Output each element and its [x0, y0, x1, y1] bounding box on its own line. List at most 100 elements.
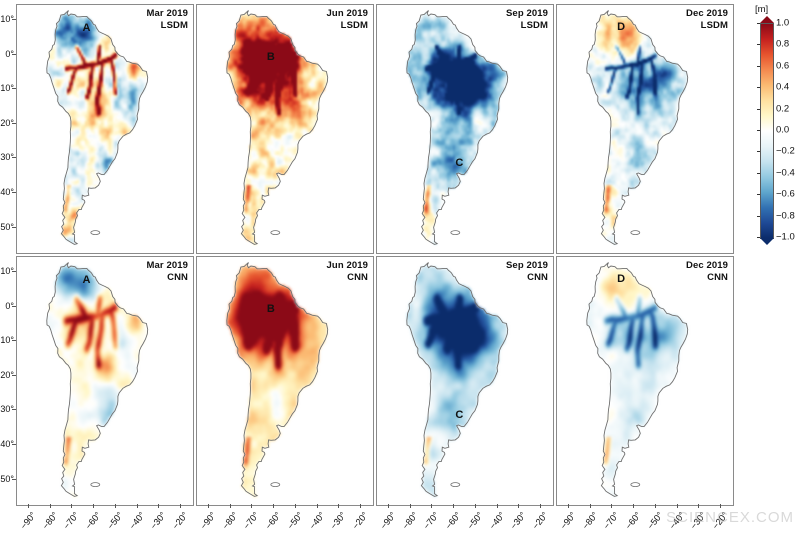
anomaly-raster — [197, 5, 371, 251]
colorbar-tickmark — [757, 65, 760, 67]
anomaly-raster — [377, 257, 551, 503]
panel-annotation-letter: A — [82, 274, 91, 287]
y-axis-tick-label: 0° — [5, 48, 14, 59]
coastline-overlay — [226, 262, 329, 497]
x-axis-tickmark — [360, 504, 362, 508]
anomaly-raster — [197, 257, 371, 503]
panel-title: Sep 2019 LSDM — [506, 8, 548, 31]
colorbar: [m] 1.0 0.8 0.6 0.4 0.2 0.0 −0.2 −0.4 −0.6 −0.8 −1… — [755, 4, 800, 254]
panel-date-label: Jun 2019 — [326, 8, 368, 19]
panel-title: Sep 2019 CNN — [506, 260, 548, 283]
panel-annotation-letter: D — [617, 272, 626, 285]
y-axis-tickmark — [12, 305, 16, 307]
y-axis-tick-label: −40° — [0, 187, 14, 198]
y-axis-tick-label: −10° — [0, 83, 14, 94]
y-axis-tick-label: −20° — [0, 117, 14, 128]
colorbar-bottom-arrow — [760, 238, 774, 245]
south-america-coastline — [226, 10, 329, 245]
panel-model-label: LSDM — [520, 19, 548, 31]
panel-model-label: LSDM — [340, 19, 368, 31]
x-axis-tickmark — [474, 504, 476, 508]
y-axis-tick-label: −40° — [0, 439, 14, 450]
panel-annotation-letter: B — [266, 303, 275, 316]
y-axis-tickmark — [12, 122, 16, 124]
panel-date-label: Dec 2019 — [685, 8, 728, 19]
south-america-coastline — [46, 262, 149, 497]
panel-date-label: Sep 2019 — [506, 260, 548, 271]
south-america-coastline — [406, 10, 509, 245]
colorbar-tick-label: 0.4 — [776, 81, 790, 93]
y-axis-tickmark — [12, 444, 16, 446]
colorbar-tickmark — [757, 23, 760, 24]
x-axis-tickmark — [136, 504, 138, 508]
colorbar-tick-label: 1.0 — [776, 17, 790, 29]
panel-model-label: CNN — [707, 271, 728, 283]
map-panel-inner: Dec 2019 CNN D — [557, 257, 733, 505]
map-panel-sep-2019-lsdm: Sep 2019 LSDM C — [376, 4, 554, 254]
y-axis-tick-label: −50° — [0, 473, 14, 484]
x-axis-tickmark — [409, 504, 411, 508]
x-axis-tickmark — [431, 504, 433, 508]
coastline-overlay — [586, 262, 689, 497]
x-axis-tickmark — [589, 504, 591, 508]
coastline-overlay — [586, 10, 689, 245]
map-panel-inner: Dec 2019 LSDM D — [557, 5, 733, 253]
colorbar-tickmark — [757, 237, 760, 238]
y-axis-tickmark — [12, 192, 16, 194]
x-axis-tickmark — [49, 504, 51, 508]
panel-annotation-letter: A — [82, 22, 91, 35]
colorbar-tick-label: 0.0 — [776, 124, 790, 136]
colorbar-tickmark — [757, 130, 760, 131]
panel-annotation-letter: B — [266, 51, 275, 64]
south-america-coastline — [586, 262, 689, 497]
figure-canvas: [m] 1.0 0.8 0.6 0.4 0.2 0.0 −0.2 −0.4 −0.6 −0.8 −1… — [0, 4, 800, 532]
x-axis-tickmark — [387, 504, 389, 508]
colorbar-tickmark — [757, 87, 760, 89]
colorbar-tickmark — [757, 172, 760, 174]
y-axis-tick-label: 0° — [5, 300, 14, 311]
x-axis-tickmark — [27, 504, 29, 508]
coastline-overlay — [406, 262, 509, 497]
x-axis-tickmark — [338, 504, 340, 508]
x-axis-tickmark — [273, 504, 275, 508]
panel-model-label: CNN — [527, 271, 548, 283]
south-america-coastline — [226, 262, 329, 497]
map-panel-inner: Mar 2019 CNN A — [17, 257, 193, 505]
panel-model-label: CNN — [167, 271, 188, 283]
colorbar-tick-label: 0.2 — [776, 103, 790, 115]
anomaly-raster — [17, 5, 191, 251]
falkland-islands-outline — [450, 230, 461, 236]
y-axis-tickmark — [12, 409, 16, 411]
map-panel-inner: Jun 2019 CNN B — [197, 257, 373, 505]
map-panel-inner: Sep 2019 LSDM C — [377, 5, 553, 253]
anomaly-raster — [557, 5, 731, 251]
map-panel-inner: Sep 2019 CNN C — [377, 257, 553, 505]
x-axis-tickmark — [316, 504, 318, 508]
colorbar-tickmark — [757, 215, 760, 217]
south-america-coastline — [46, 10, 149, 245]
colorbar-unit-label: [m] — [755, 4, 769, 15]
y-axis-tickmark — [12, 53, 16, 55]
y-axis-tickmark — [12, 374, 16, 376]
map-panel-sep-2019-cnn: Sep 2019 CNN C — [376, 256, 554, 506]
panel-model-label: CNN — [347, 271, 368, 283]
x-axis-tickmark — [453, 504, 455, 508]
x-axis-tickmark — [676, 504, 678, 508]
coastline-overlay — [406, 10, 509, 245]
map-panel-dec-2019-cnn: Dec 2019 CNN D — [556, 256, 734, 506]
x-axis-tickmark — [158, 504, 160, 508]
map-panel-jun-2019-cnn: Jun 2019 CNN B — [196, 256, 374, 506]
y-axis-tick-label: −30° — [0, 152, 14, 163]
colorbar-tickmark — [757, 194, 760, 196]
colorbar-tick-label: −0.2 — [776, 145, 795, 157]
panel-annotation-letter: C — [455, 157, 464, 170]
map-panel-mar-2019-lsdm: Mar 2019 LSDM A — [16, 4, 194, 254]
x-axis-tickmark — [114, 504, 116, 508]
y-axis-tick-label: −50° — [0, 221, 14, 232]
x-axis-tickmark — [251, 504, 253, 508]
y-axis-tickmark — [12, 340, 16, 342]
y-axis-tick-label: 10° — [0, 265, 14, 276]
x-axis-tickmark — [180, 504, 182, 508]
x-axis-tickmark — [496, 504, 498, 508]
anomaly-raster — [377, 5, 551, 251]
